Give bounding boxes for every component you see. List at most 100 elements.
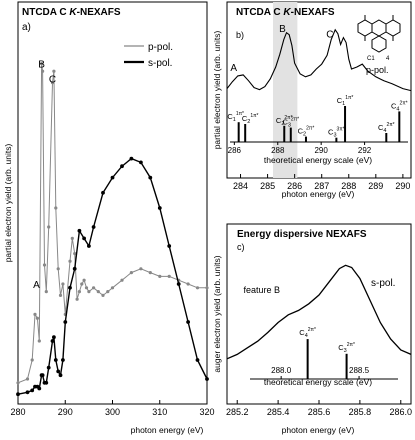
theory-stick-label: C11π* [227, 111, 244, 123]
panel-a-x-ticks: 280 290 300 310 320 [10, 400, 215, 417]
series-p-pol-point [129, 271, 133, 275]
series-p-pol-point [47, 225, 51, 229]
panel-c-tick-label: 286.0 [390, 407, 413, 417]
series-p-pol-point [92, 286, 96, 290]
panel-a-tick-label: 300 [105, 407, 120, 417]
theory-stick-label: C21π* [242, 113, 259, 125]
series-p-pol-point [84, 286, 89, 290]
highlight-band [273, 2, 298, 178]
series-p-pol-point [106, 290, 110, 294]
panel-b: NTCDA C K-NEXAFS b) partial electron yie… [212, 1, 412, 191]
panel-b-tick-label: 284 [233, 181, 248, 191]
series-s-pol-point [50, 339, 55, 343]
series-s-pol-point [72, 266, 77, 271]
series-p-pol-point [110, 286, 115, 290]
panel-b-tick-label: 290 [395, 181, 410, 191]
panel-a-plot-area [16, 62, 209, 397]
panel-b-title: NTCDA C K-NEXAFS [236, 7, 335, 18]
panel-c-label: c) [237, 242, 245, 252]
series-p-pol-point [37, 339, 41, 343]
series-s-pol-line [226, 264, 412, 360]
panel-a-frame [17, 1, 208, 405]
series-p-pol-point [42, 263, 47, 267]
series-s-pol-point [101, 190, 105, 195]
series-p-pol-point [44, 290, 48, 294]
panel-c-annotations: feature B [243, 285, 280, 295]
series-s-pol-point [16, 392, 20, 397]
theory-tick-label: 290 [314, 146, 328, 155]
series-s-pol-point [120, 164, 124, 169]
series-p-pol-point [205, 286, 209, 290]
panel-b-peak-label: B [279, 24, 286, 35]
series-s-pol-point [52, 335, 56, 340]
theory-stick-label: C42π* [378, 122, 395, 134]
panel-b-tick-label: 289 [368, 181, 383, 191]
series-p-pol-point [120, 278, 124, 282]
panel-c-title: Energy dispersive NEXAFS [237, 229, 367, 240]
series-s-pol-point [25, 390, 30, 395]
series-p-pol-point [41, 69, 45, 73]
series-s-pol-point [87, 244, 91, 248]
series-p-pol-point [167, 274, 171, 278]
series-p-pol-point [77, 290, 81, 294]
panel-c: Energy dispersive NEXAFS c) auger electr… [212, 223, 412, 417]
panel-c-tick-label: 285.6 [308, 407, 331, 417]
series-p-pol-line [226, 28, 412, 92]
series-p-pol-point [54, 206, 58, 210]
series-s-pol-point [61, 358, 65, 362]
panel-a-peak-label: A [33, 280, 40, 291]
theory-stick-label: C42π* [391, 100, 408, 112]
panel-a-peak-label: C [49, 75, 56, 86]
panel-b-xlabel: photon energy (eV) [282, 189, 355, 199]
panel-b-peak-label: C [326, 30, 333, 41]
series-s-pol-point [148, 175, 153, 180]
panel-a-ylabel: partial electron yield (arb. units) [3, 144, 13, 263]
ntcda-molecule-icon [357, 15, 401, 53]
panel-c-xlabel: photon energy (eV) [282, 425, 355, 435]
series-s-pol-point [37, 386, 42, 391]
series-p-pol-point [73, 252, 77, 256]
panel-b-tick-label: 288 [341, 181, 356, 191]
series-p-pol-point [75, 297, 79, 301]
panel-a-label: a) [22, 22, 31, 33]
series-p-pol-point [186, 282, 190, 286]
panel-a-peak-label: B [38, 59, 45, 70]
series-s-pol-point [129, 156, 134, 161]
series-p-pol-point [96, 290, 100, 294]
panel-c-x-ticks: 285.2 285.4 285.6 285.8 286.0 [226, 400, 412, 417]
theory-stick-label: C11π* [337, 95, 354, 107]
series-s-pol-point [186, 320, 191, 324]
panel-b-theory-label: theoretical energy scale (eV) [264, 155, 372, 165]
panel-a-tick-label: 280 [10, 407, 25, 417]
series-s-pol-point [40, 373, 45, 378]
theory-tick-label: 288.5 [349, 366, 370, 375]
series-p-pol-point [16, 381, 20, 385]
panel-a-title: NTCDA C K-NEXAFS [22, 7, 121, 18]
series-p-pol-point [87, 290, 91, 294]
panel-b-x-ticks: 284 285 286 287 288 289 290 [233, 174, 410, 191]
series-s-pol-point [63, 320, 68, 324]
series-s-pol-point [205, 377, 209, 381]
theory-tick-label: 288.0 [271, 366, 292, 375]
series-p-pol-point [158, 274, 162, 278]
theory-stick-label: C32π* [338, 342, 355, 354]
theory-tick-label: 288 [271, 146, 285, 155]
panel-c-theory-label: theoretical energy scale (eV) [264, 377, 372, 387]
series-s-pol-point [44, 380, 49, 385]
series-p-pol-point [25, 377, 30, 381]
panel-c-series-label: s-pol. [371, 278, 395, 289]
series-s-pol-point [68, 285, 72, 290]
series-s-pol-point [176, 282, 181, 286]
panel-a-legend: p-pol. s-pol. [124, 42, 173, 69]
theory-tick-label: 286 [228, 146, 242, 155]
theory-stick-label: C22π* [298, 126, 315, 138]
panel-a-tick-label: 320 [199, 407, 214, 417]
series-p-pol-point [58, 293, 63, 297]
series-s-pol-point [30, 388, 35, 393]
panel-b-tick-label: 286 [287, 181, 302, 191]
panel-c-feature-label: feature B [243, 285, 280, 295]
panel-b-ylabel: partial electron yield (arb. units) [212, 31, 222, 150]
series-s-pol-point [46, 365, 51, 370]
theory-stick-label: C42π* [299, 327, 316, 339]
